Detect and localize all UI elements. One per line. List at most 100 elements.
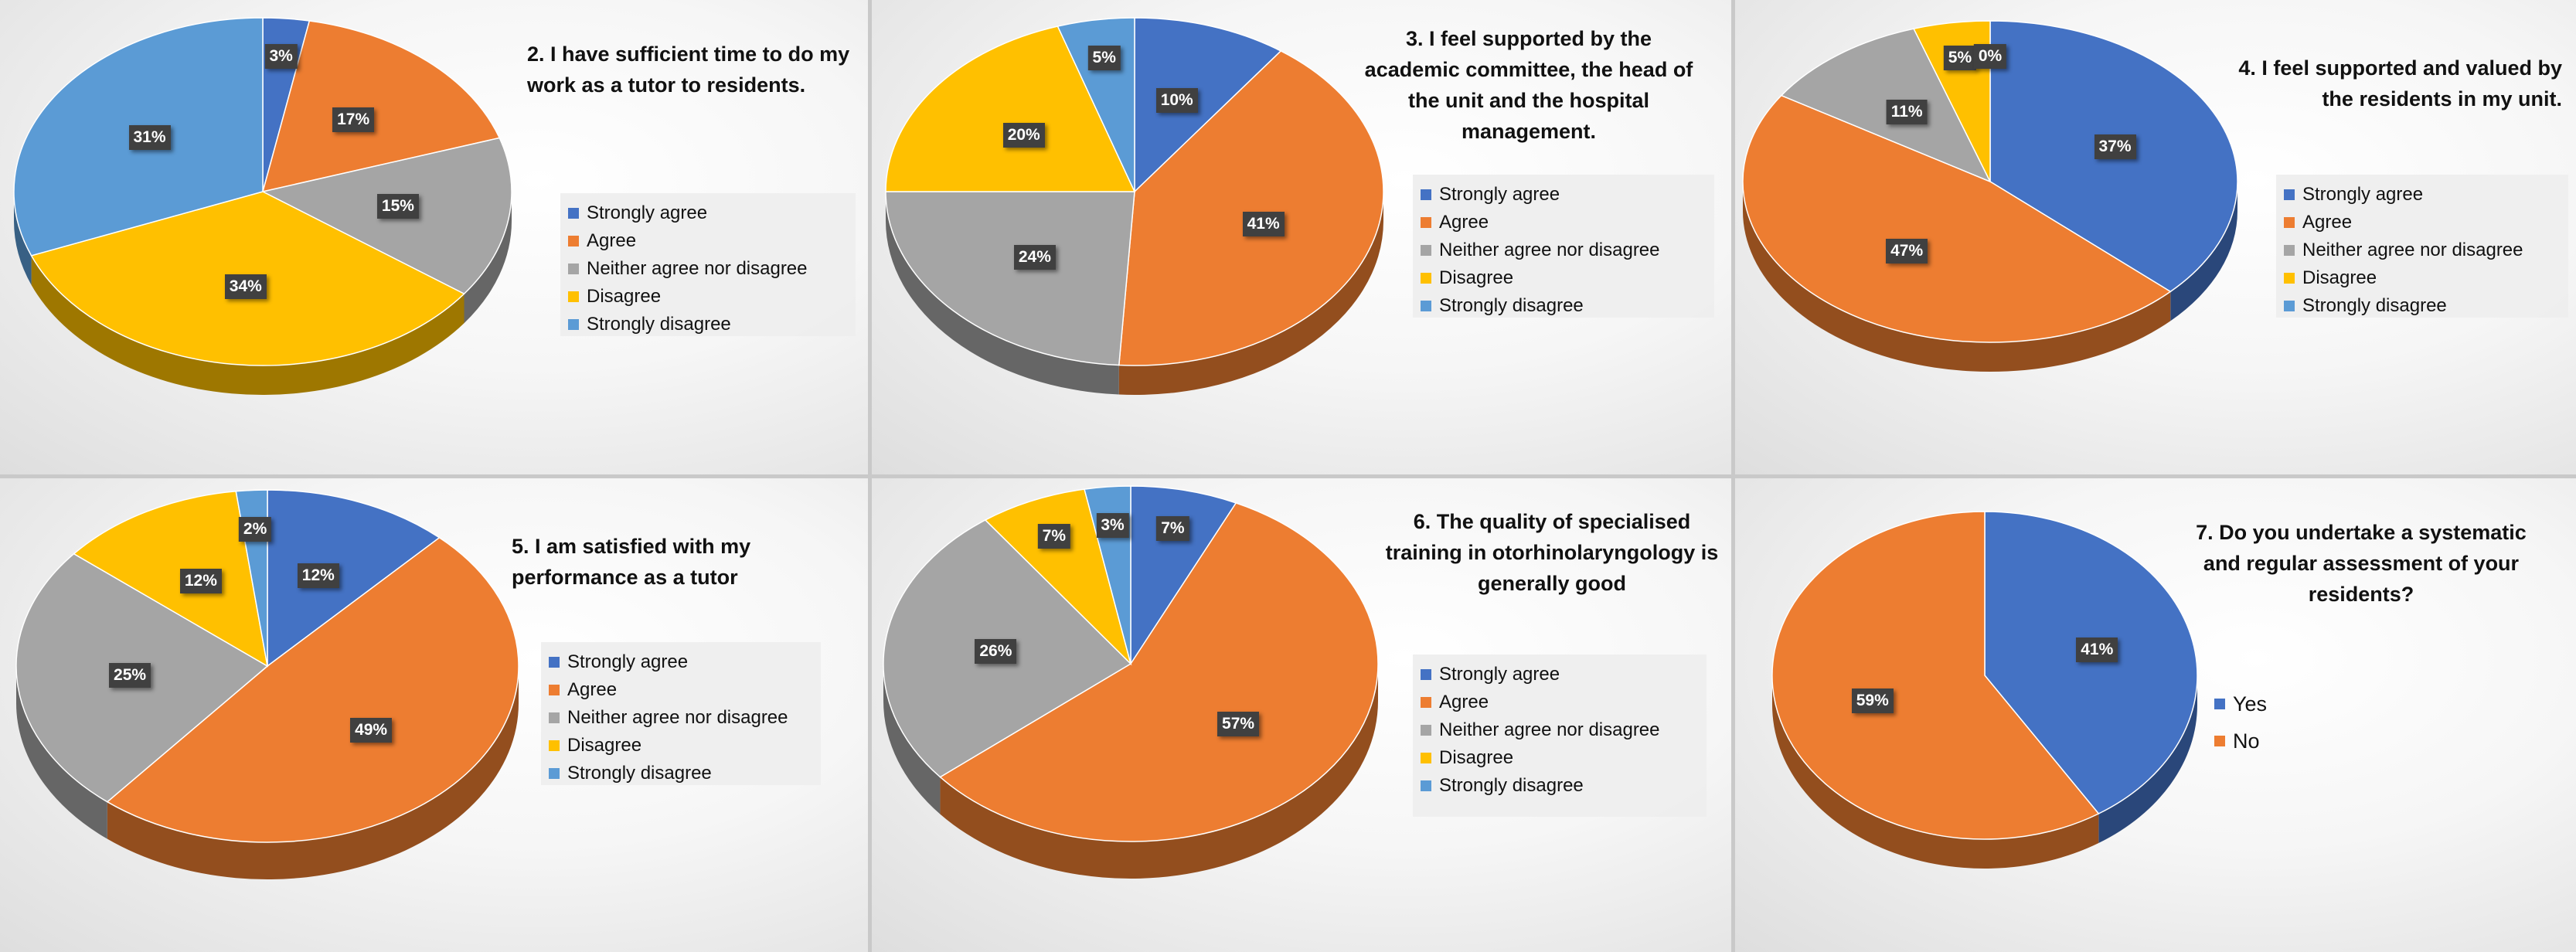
- legend-item: Strongly disagree: [2284, 292, 2561, 320]
- legend-label: Yes: [2233, 692, 2268, 716]
- legend-swatch: [568, 236, 579, 246]
- legend-item: Disagree: [2284, 264, 2561, 292]
- data-label: 24%: [1013, 244, 1056, 270]
- pie-slice-agree: [106, 536, 519, 843]
- chart-title-4: 5. I am satisfied with my performance as…: [512, 531, 774, 593]
- legend-2: Strongly agree Agree Neither agree nor dis…: [1413, 175, 1714, 318]
- data-label: 3%: [264, 44, 298, 70]
- legend-swatch: [2284, 245, 2295, 256]
- pie-slice-agree: [261, 20, 501, 193]
- legend-label: Strongly agree: [567, 651, 689, 672]
- pie-slice-side: [1772, 675, 2099, 869]
- data-label: 0%: [1973, 43, 2007, 69]
- legend-swatch: [1421, 245, 1431, 256]
- pie-slice-disagree: [73, 490, 269, 668]
- legend-swatch: [549, 768, 560, 779]
- legend-item: Disagree: [549, 732, 813, 760]
- data-label: 49%: [350, 717, 393, 743]
- pie-slice-disagree: [984, 488, 1132, 666]
- legend-item: Strongly disagree: [568, 311, 848, 338]
- chart-panel-2: 3. I feel supported by the academic comm…: [872, 0, 1731, 474]
- chart-title-text: 4. I feel supported and valued by the re…: [2238, 56, 2562, 110]
- data-label: 41%: [2076, 638, 2118, 663]
- chart-panel-3: 4. I feel supported and valued by the re…: [1735, 0, 2576, 474]
- data-label: 26%: [975, 639, 1017, 665]
- legend-swatch: [1421, 697, 1431, 708]
- data-label: 37%: [2094, 134, 2136, 159]
- legend-swatch: [2284, 301, 2295, 311]
- chart-title-1: 2. I have sufficient time to do my work …: [527, 39, 867, 100]
- legend-item: Agree: [1421, 688, 1699, 716]
- data-label: 57%: [1217, 711, 1260, 736]
- legend-label: Strongly agree: [1439, 664, 1560, 685]
- legend-swatch: [2284, 217, 2295, 228]
- pie-slice-strongly-agree: [1134, 17, 1282, 193]
- legend-swatch: [1421, 725, 1431, 736]
- pie-slice-agree: [1118, 50, 1384, 366]
- chart-title-6: 7. Do you undertake a systematic and reg…: [2176, 517, 2547, 610]
- legend-item: Strongly agree: [1421, 181, 1707, 209]
- legend-label: Neither agree nor disagree: [587, 258, 808, 279]
- legend-item: Neither agree nor disagree: [1421, 236, 1707, 264]
- pie-slice-side: [107, 666, 519, 879]
- data-label: 12%: [297, 563, 339, 589]
- legend-swatch: [549, 712, 560, 723]
- data-label: 11%: [1886, 99, 1928, 124]
- legend-swatch: [1421, 753, 1431, 763]
- legend-label: Strongly agree: [2302, 184, 2424, 205]
- data-label: 25%: [109, 662, 151, 688]
- legend-1: Strongly agree Agree Neither agree nor dis…: [560, 193, 856, 336]
- chart-title-text: 5. I am satisfied with my performance as…: [512, 535, 751, 589]
- legend-label: Disagree: [587, 286, 662, 307]
- legend-label: Strongly disagree: [587, 314, 731, 335]
- pie-side-walls: [1743, 182, 2237, 372]
- legend-swatch: [2214, 699, 2225, 709]
- legend-item: Yes: [2214, 685, 2322, 722]
- legend-swatch: [549, 685, 560, 695]
- legend-3: Strongly agree Agree Neither agree nor dis…: [2276, 175, 2568, 318]
- legend-item: Strongly agree: [568, 199, 848, 227]
- legend-swatch: [2284, 273, 2295, 284]
- legend-item: Strongly disagree: [1421, 772, 1699, 800]
- legend-item: Strongly agree: [549, 648, 813, 676]
- legend-label: Disagree: [2302, 267, 2377, 288]
- legend-label: Disagree: [1439, 747, 1514, 768]
- pie-slice-neither-agree-nor-disagree: [1780, 28, 1992, 183]
- chart-title-5: 6. The quality of specialised training i…: [1382, 506, 1722, 599]
- legend-label: Neither agree nor disagree: [1439, 240, 1660, 260]
- legend-swatch: [2284, 189, 2295, 200]
- legend-item: Disagree: [1421, 264, 1707, 292]
- data-label: 5%: [1087, 45, 1121, 70]
- legend-swatch: [1421, 189, 1431, 200]
- data-label: 5%: [1943, 45, 1977, 70]
- legend-5: Strongly agree Agree Neither agree nor dis…: [1413, 654, 1707, 817]
- legend-label: Neither agree nor disagree: [567, 707, 788, 728]
- chart-title-text: 6. The quality of specialised training i…: [1385, 510, 1719, 595]
- pie-slice-side: [2098, 675, 2197, 843]
- data-label: 12%: [179, 569, 222, 594]
- chart-title-3: 4. I feel supported and valued by the re…: [2222, 53, 2562, 114]
- legend-item: Strongly disagree: [1421, 292, 1707, 320]
- data-label: 10%: [1155, 88, 1198, 114]
- legend-swatch: [568, 264, 579, 274]
- legend-label: Agree: [1439, 212, 1489, 233]
- pie-slice-yes: [1984, 511, 2198, 814]
- legend-item: Disagree: [1421, 744, 1699, 772]
- legend-swatch: [1421, 301, 1431, 311]
- data-label: 7%: [1037, 524, 1071, 549]
- pie-slice-side: [31, 255, 464, 396]
- legend-item: Strongly agree: [1421, 661, 1699, 688]
- legend-item: Neither agree nor disagree: [1421, 716, 1699, 744]
- legend-item: Neither agree nor disagree: [549, 704, 813, 732]
- data-label: 41%: [1242, 211, 1285, 236]
- pie-slice-side: [1743, 182, 2171, 372]
- legend-item: Neither agree nor disagree: [2284, 236, 2561, 264]
- legend-item: Agree: [1421, 209, 1707, 236]
- pie-slice-side: [940, 664, 1378, 879]
- legend-label: Disagree: [567, 735, 642, 756]
- legend-label: No: [2233, 729, 2260, 753]
- data-label: 3%: [1096, 513, 1129, 539]
- pie-chart-2: [885, 17, 1384, 395]
- chart-panel-5: 6. The quality of specialised training i…: [872, 478, 1731, 952]
- data-label: 34%: [224, 274, 267, 299]
